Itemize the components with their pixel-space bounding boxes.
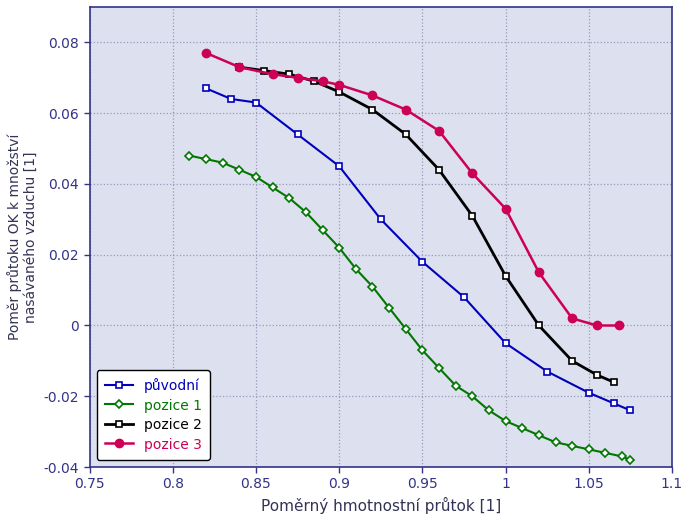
pozice 1	[335, 244, 344, 251]
pozice 1	[302, 209, 310, 215]
Line: pozice 3: pozice 3	[202, 49, 623, 330]
pozice 3	[318, 78, 326, 84]
pozice 1	[252, 173, 260, 180]
pozice 3	[435, 128, 443, 134]
pozice 1	[318, 227, 326, 233]
původní	[227, 96, 235, 102]
pozice 2	[402, 131, 410, 138]
původní	[584, 390, 593, 396]
Line: pozice 1: pozice 1	[186, 153, 633, 463]
pozice 3	[593, 322, 601, 329]
pozice 2	[335, 89, 344, 95]
pozice 1	[418, 347, 426, 353]
pozice 3	[502, 206, 510, 212]
původní	[252, 100, 260, 106]
pozice 1	[202, 156, 210, 162]
Legend: původní, pozice 1, pozice 2, pozice 3: původní, pozice 1, pozice 2, pozice 3	[97, 370, 210, 460]
pozice 1	[485, 407, 493, 414]
pozice 3	[402, 106, 410, 113]
pozice 3	[235, 64, 244, 70]
pozice 1	[568, 443, 576, 449]
pozice 1	[285, 195, 293, 201]
Line: pozice 2: pozice 2	[236, 64, 618, 386]
pozice 3	[293, 75, 302, 81]
pozice 1	[268, 184, 277, 191]
pozice 1	[627, 457, 635, 463]
pozice 2	[260, 68, 268, 74]
původní	[609, 400, 618, 406]
původní	[335, 163, 344, 169]
pozice 1	[402, 326, 410, 332]
pozice 3	[368, 92, 377, 98]
pozice 2	[235, 64, 244, 70]
pozice 3	[469, 170, 477, 177]
původní	[377, 216, 385, 222]
pozice 1	[601, 450, 609, 456]
pozice 3	[268, 71, 277, 77]
pozice 3	[568, 315, 576, 321]
pozice 1	[352, 266, 360, 272]
pozice 1	[219, 159, 227, 166]
pozice 1	[385, 305, 393, 311]
pozice 3	[615, 322, 623, 329]
původní	[543, 368, 551, 375]
pozice 2	[435, 167, 443, 173]
pozice 3	[535, 269, 543, 276]
původní	[502, 340, 510, 346]
pozice 1	[502, 418, 510, 424]
původní	[418, 258, 426, 265]
pozice 2	[469, 213, 477, 219]
Y-axis label: Poměr průtoku OK k množství
nasávaného vzduchu [1]: Poměr průtoku OK k množství nasávaného v…	[7, 134, 38, 340]
původní	[293, 131, 302, 138]
pozice 2	[368, 106, 377, 113]
původní	[627, 407, 635, 414]
pozice 2	[502, 273, 510, 279]
pozice 3	[202, 50, 210, 56]
pozice 1	[551, 439, 560, 445]
pozice 1	[186, 153, 194, 159]
pozice 1	[451, 382, 460, 389]
pozice 2	[535, 322, 543, 329]
pozice 2	[609, 379, 618, 385]
pozice 3	[335, 82, 344, 88]
pozice 1	[518, 425, 526, 431]
pozice 1	[235, 167, 244, 173]
původní	[460, 294, 468, 300]
pozice 1	[469, 393, 477, 400]
pozice 2	[310, 78, 318, 84]
pozice 1	[435, 365, 443, 371]
Line: původní: původní	[203, 85, 634, 414]
pozice 1	[368, 283, 377, 290]
pozice 2	[285, 71, 293, 77]
pozice 1	[535, 432, 543, 438]
původní	[202, 85, 210, 92]
pozice 1	[618, 453, 627, 460]
pozice 1	[584, 446, 593, 453]
pozice 2	[593, 372, 601, 378]
X-axis label: Poměrný hmotnostní průtok [1]: Poměrný hmotnostní průtok [1]	[261, 497, 501, 514]
pozice 2	[568, 358, 576, 364]
